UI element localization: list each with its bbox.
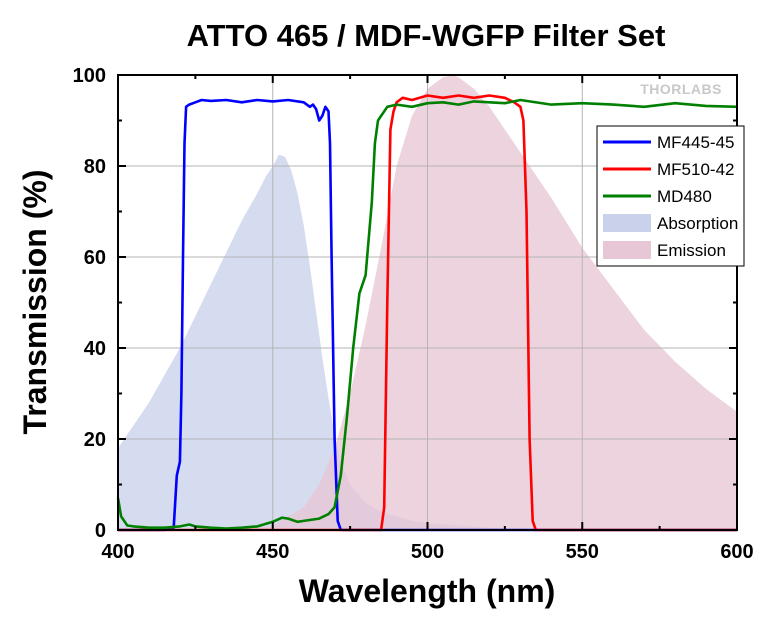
legend-label-absorption: Absorption [657,214,738,233]
series-line-mf510-42 [118,94,737,532]
x-axis-title: Wavelength (nm) [299,573,556,609]
series-line-mf445-45 [118,98,737,532]
legend: MF445-45 MF510-42 MD480 Absorption Emission [596,125,745,267]
x-tick-label: 550 [566,541,599,563]
series-area-absorption [118,154,552,530]
legend-label-md480: MD480 [657,187,712,206]
legend-label-mf445-45: MF445-45 [657,133,734,152]
y-axis-title: Transmission (%) [17,170,53,435]
y-tick-label: 100 [73,65,106,87]
legend-swatch-absorption [603,214,651,232]
x-tick-label: 600 [720,541,753,563]
thorlabs-watermark: THORLABS [640,81,722,97]
series-area-emission [241,75,738,530]
chart-title: ATTO 465 / MDF-WGFP Filter Set [187,18,666,53]
y-tick-label: 20 [84,429,106,451]
y-tick-label: 60 [84,247,106,269]
x-tick-label: 500 [411,541,444,563]
line-series-layer [116,94,738,532]
legend-label-mf510-42: MF510-42 [657,160,734,179]
x-tick-label: 400 [101,541,134,563]
x-tick-label: 450 [256,541,289,563]
y-tick-label: 80 [84,156,106,178]
legend-label-emission: Emission [657,241,726,260]
legend-swatch-emission [603,241,651,259]
series-line-md480 [116,98,738,530]
y-tick-label: 0 [95,520,106,542]
axis-tick-labels: 400 450 500 550 600 0 20 40 60 80 100 [73,65,754,563]
area-series-layer [118,75,738,530]
y-tick-label: 40 [84,338,106,360]
